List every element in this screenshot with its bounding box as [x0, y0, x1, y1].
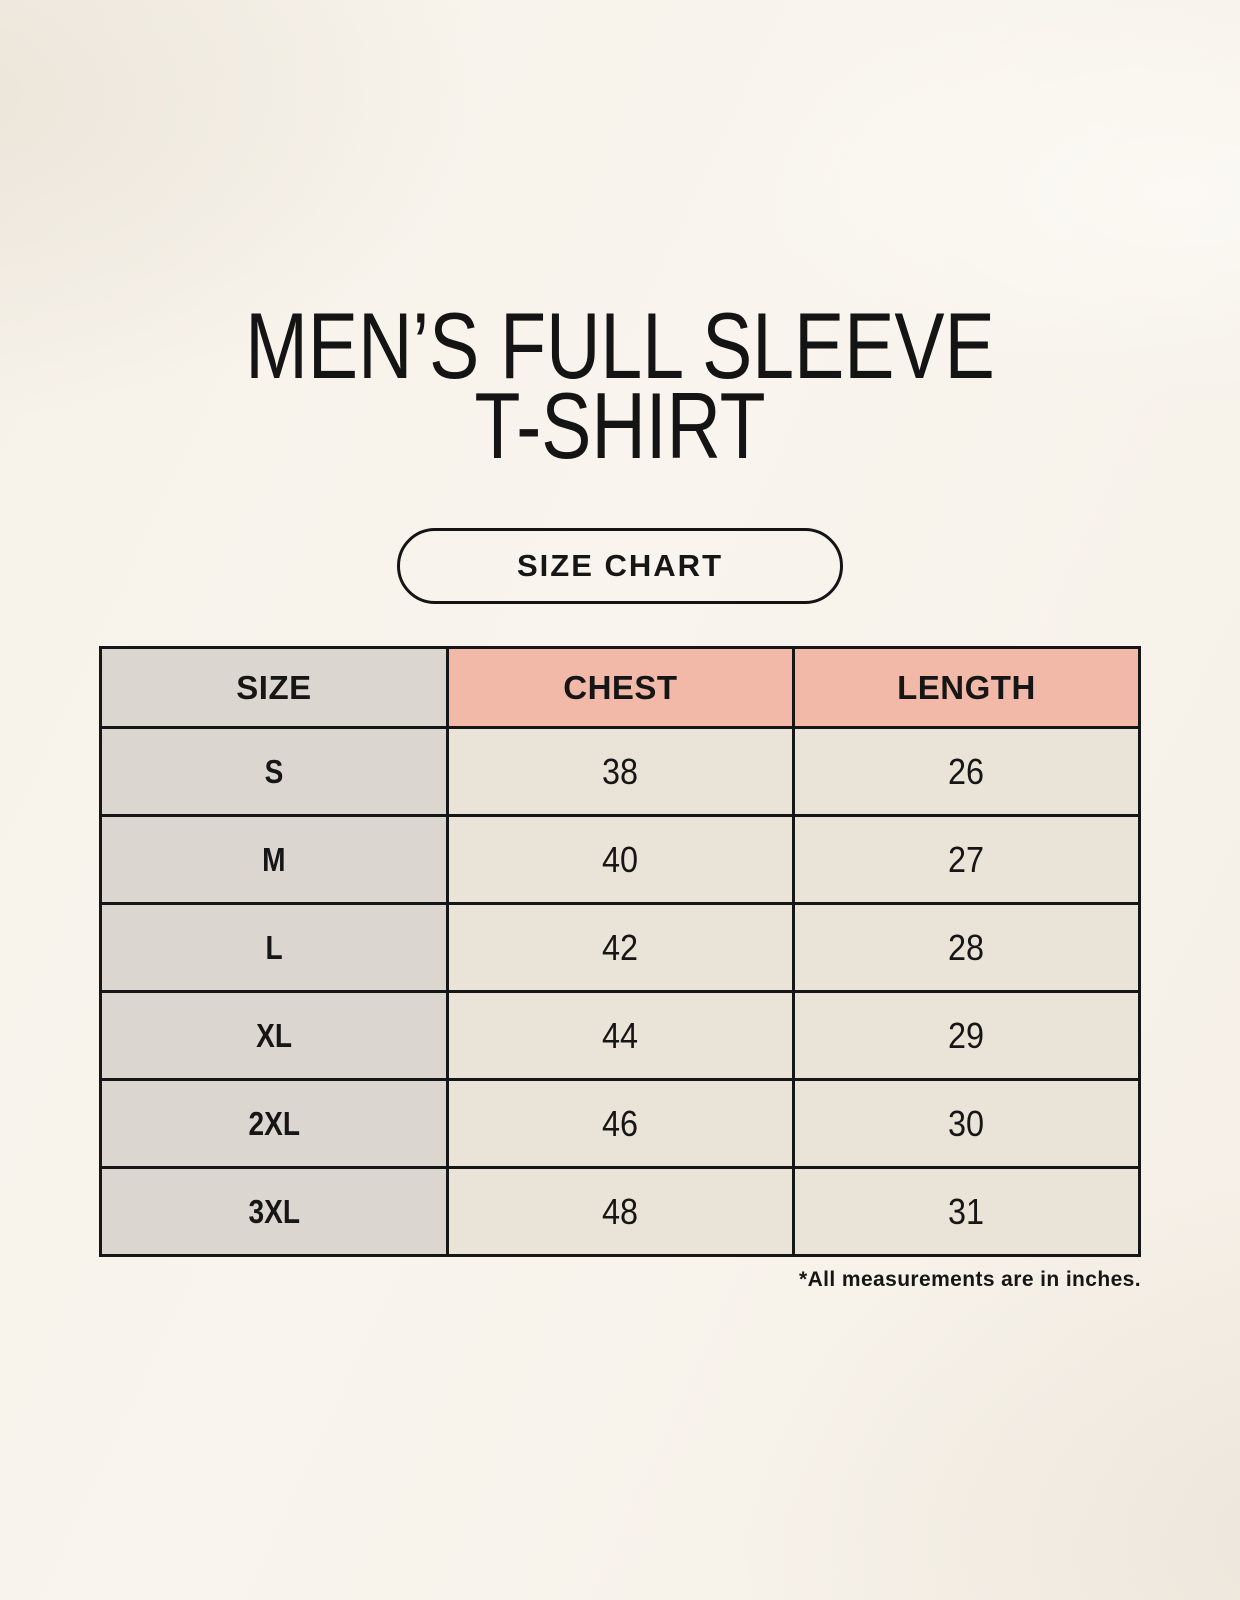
length-value: 31 [948, 1190, 985, 1232]
length-value: 30 [948, 1102, 985, 1144]
table-row-l: L 42 28 [99, 902, 1142, 993]
size-chart-badge-label: SIZE CHART [517, 548, 723, 583]
size-chart-badge: SIZE CHART [397, 528, 843, 604]
size-chart-table: SIZE CHEST LENGTH S 38 26 M 40 27 [99, 646, 1142, 1257]
length-value: 27 [948, 838, 985, 880]
chest-value-cell: 40 [445, 814, 795, 905]
chest-value: 42 [602, 926, 639, 968]
chest-value-cell: 46 [445, 1078, 795, 1169]
size-label-cell: M [99, 814, 449, 905]
length-value: 26 [948, 750, 985, 792]
table-row-3xl: 3XL 48 31 [99, 1166, 1142, 1257]
table-row-2xl: 2XL 46 30 [99, 1078, 1142, 1169]
size-label: XL [256, 1016, 292, 1054]
column-header-chest-label: CHEST [563, 668, 678, 706]
length-value-cell: 30 [791, 1078, 1142, 1169]
length-value-cell: 31 [791, 1166, 1142, 1257]
size-label: M [262, 840, 286, 878]
chest-value: 48 [602, 1190, 639, 1232]
size-label: S [264, 752, 284, 790]
length-value: 28 [948, 926, 985, 968]
length-value-cell: 29 [791, 990, 1142, 1081]
column-header-size-label: SIZE [236, 668, 312, 706]
column-header-length: LENGTH [791, 646, 1142, 729]
size-label-cell: L [99, 902, 449, 993]
table-row-s: S 38 26 [99, 726, 1142, 817]
page-title-line-2: T-SHIRT [474, 373, 766, 478]
size-label-cell: S [99, 726, 449, 817]
chest-value: 40 [602, 838, 639, 880]
page-title-line-1: MEN’S FULL SLEEVE [245, 293, 995, 398]
page-title: MEN’S FULL SLEEVE T-SHIRT [0, 293, 1240, 478]
chest-value-cell: 48 [445, 1166, 795, 1257]
chest-value: 44 [602, 1014, 639, 1056]
measurements-footnote: *All measurements are in inches. [799, 1268, 1141, 1291]
column-header-size: SIZE [99, 646, 449, 729]
table-row-m: M 40 27 [99, 814, 1142, 905]
length-value: 29 [948, 1014, 985, 1056]
size-label: L [265, 928, 283, 966]
size-label: 2XL [248, 1104, 300, 1142]
length-value-cell: 26 [791, 726, 1142, 817]
chest-value: 46 [602, 1102, 639, 1144]
column-header-length-label: LENGTH [897, 668, 1036, 706]
length-value-cell: 27 [791, 814, 1142, 905]
chest-value-cell: 44 [445, 990, 795, 1081]
size-label-cell: 3XL [99, 1166, 449, 1257]
table-header-row: SIZE CHEST LENGTH [99, 646, 1142, 729]
table-row-xl: XL 44 29 [99, 990, 1142, 1081]
size-label-cell: XL [99, 990, 449, 1081]
size-label: 3XL [248, 1192, 300, 1230]
chest-value-cell: 38 [445, 726, 795, 817]
length-value-cell: 28 [791, 902, 1142, 993]
size-label-cell: 2XL [99, 1078, 449, 1169]
chest-value-cell: 42 [445, 902, 795, 993]
chest-value: 38 [602, 750, 639, 792]
column-header-chest: CHEST [445, 646, 795, 729]
